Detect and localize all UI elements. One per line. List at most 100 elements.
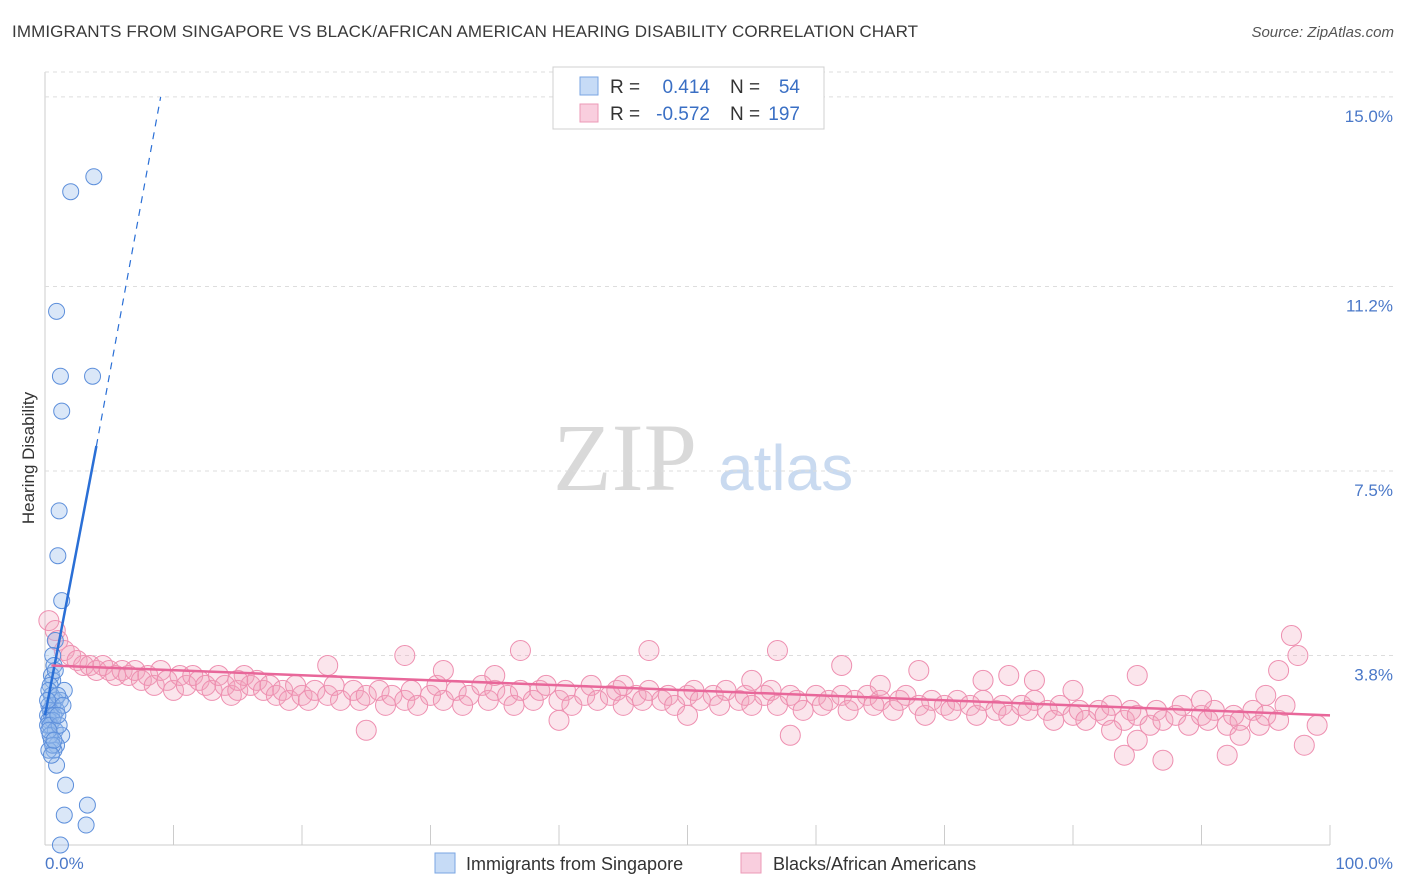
data-point-black: [1126, 729, 1148, 751]
data-point-black: [1171, 694, 1193, 716]
data-point-black: [632, 689, 654, 711]
data-point-black: [246, 669, 268, 691]
data-point-black: [304, 679, 326, 701]
data-point-black: [259, 674, 281, 696]
data-point-black: [1287, 644, 1309, 666]
legend-n-value-1: 54: [779, 77, 801, 98]
data-point-black: [1101, 719, 1123, 741]
data-point-black: [548, 709, 570, 731]
data-point-black: [991, 694, 1013, 716]
legend-r-value-1: 0.414: [662, 77, 710, 98]
data-point-black: [432, 659, 454, 681]
data-point-black: [1280, 625, 1302, 647]
data-point-singapore: [62, 183, 80, 201]
legend-swatch-pink: [579, 103, 599, 123]
data-point-black: [227, 669, 249, 691]
data-point-singapore: [55, 806, 73, 824]
grid-lines: [45, 71, 1393, 656]
data-point-black: [779, 724, 801, 746]
series-blacks-african-americans-points: [38, 610, 1328, 771]
data-point-black: [1274, 694, 1296, 716]
data-point-black: [882, 699, 904, 721]
data-point-black: [1017, 699, 1039, 721]
data-point-black: [317, 654, 339, 676]
data-point-black: [1152, 709, 1174, 731]
data-point-black: [1306, 714, 1328, 736]
data-point-black: [381, 684, 403, 706]
data-point-black: [638, 640, 660, 662]
y-tick-label: 7.5%: [1354, 481, 1393, 500]
data-point-singapore: [49, 706, 67, 724]
data-point-singapore: [51, 367, 69, 385]
data-point-black: [1255, 684, 1277, 706]
legend-swatch-blue: [579, 76, 599, 96]
data-point-black: [831, 654, 853, 676]
data-point-black: [175, 674, 197, 696]
data-point-singapore: [85, 168, 103, 186]
data-point-singapore: [57, 776, 75, 794]
y-tick-labels: 3.8% 7.5% 11.2% 15.0%: [1345, 107, 1393, 685]
x-tick-label-min: 0.0%: [45, 854, 84, 873]
legend-r-label-1: R =: [610, 77, 640, 98]
data-point-black: [342, 679, 364, 701]
bottom-legend-swatch-blue: [434, 852, 456, 874]
source-label: Source: ZipAtlas.com: [1251, 24, 1394, 41]
data-point-black: [1216, 744, 1238, 766]
data-point-black: [497, 684, 519, 706]
y-axis-title: Hearing Disability: [19, 391, 38, 524]
data-point-singapore: [50, 502, 68, 520]
series-immigrants-singapore-points: [39, 168, 103, 854]
data-point-singapore: [77, 816, 95, 834]
data-point-singapore: [49, 547, 67, 565]
data-point-black: [1191, 689, 1212, 711]
legend-r-value-2: -0.572: [656, 104, 710, 125]
data-point-black: [38, 610, 60, 632]
data-point-black: [766, 640, 788, 662]
trend-lines: [43, 96, 1331, 717]
data-point-black: [509, 640, 531, 662]
x-ticks: [44, 825, 1331, 845]
data-point-black: [908, 659, 930, 681]
bottom-legend-label-singapore: Immigrants from Singapore: [466, 854, 683, 874]
data-point-singapore: [40, 721, 58, 739]
data-point-black: [272, 679, 294, 701]
data-point-black: [1293, 734, 1315, 756]
legend-n-label-1: N =: [730, 77, 760, 98]
correlation-legend: R = 0.414 N = 54 R = -0.572 N = 197: [552, 66, 825, 130]
bottom-legend-label-black: Blacks/African Americans: [773, 854, 976, 874]
y-tick-label: 3.8%: [1354, 665, 1393, 684]
data-point-black: [792, 699, 814, 721]
data-point-black: [394, 644, 416, 666]
data-point-singapore: [53, 402, 71, 420]
data-point-black: [1248, 714, 1270, 736]
data-point-black: [837, 699, 859, 721]
data-point-black: [214, 674, 236, 696]
trend-line-black: [51, 664, 1331, 717]
data-point-singapore: [48, 756, 66, 774]
data-point-singapore: [48, 302, 66, 320]
data-point-black: [375, 694, 397, 716]
data-point-black: [420, 684, 441, 706]
data-point-singapore: [78, 796, 96, 814]
data-point-black: [452, 694, 474, 716]
data-point-black: [612, 674, 634, 696]
data-point-black: [522, 689, 544, 711]
data-point-black: [484, 679, 506, 701]
x-tick-label-max: 100.0%: [1335, 854, 1393, 873]
data-point-singapore: [45, 731, 63, 749]
data-point-black: [1146, 699, 1168, 721]
data-point-black: [477, 689, 499, 711]
data-point-black: [124, 659, 146, 681]
data-point-singapore: [54, 696, 72, 714]
data-point-black: [1062, 679, 1084, 701]
data-point-black: [1023, 669, 1045, 691]
data-point-black: [972, 669, 994, 691]
data-point-black: [1113, 744, 1135, 766]
legend-r-label-2: R =: [610, 104, 640, 125]
data-point-black: [355, 719, 377, 741]
data-point-singapore: [84, 367, 102, 385]
data-point-black: [484, 664, 506, 686]
trend-line-singapore: [43, 445, 98, 716]
chart-title: IMMIGRANTS FROM SINGAPORE VS BLACK/AFRIC…: [12, 22, 919, 41]
